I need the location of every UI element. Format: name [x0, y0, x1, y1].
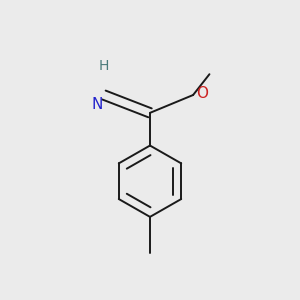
- Text: O: O: [196, 86, 208, 101]
- Text: H: H: [99, 59, 109, 73]
- Text: N: N: [91, 97, 102, 112]
